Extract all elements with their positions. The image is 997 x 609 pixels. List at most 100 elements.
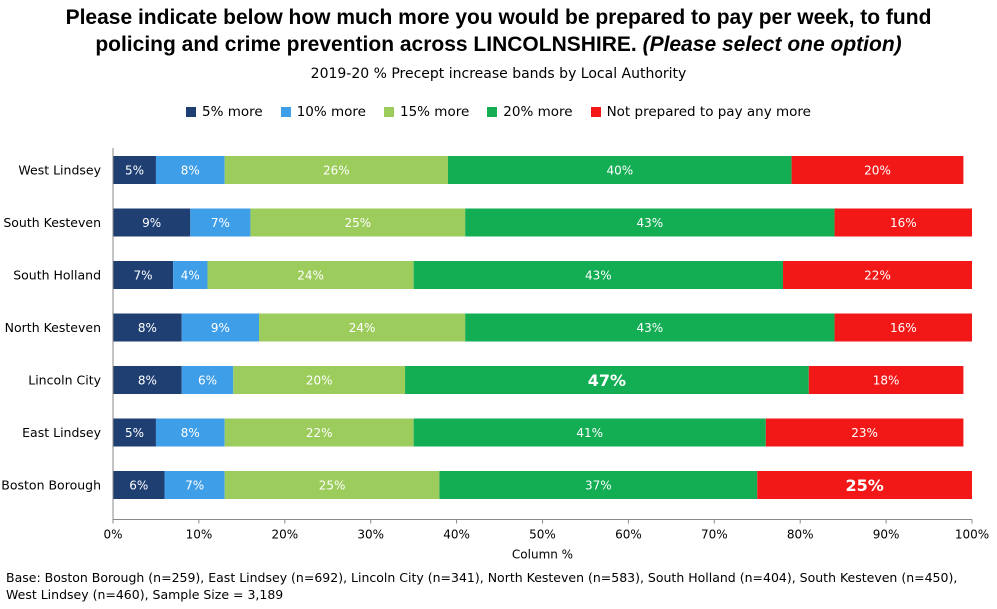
legend-label: 5% more — [202, 104, 263, 120]
x-tick-label: 40% — [443, 528, 470, 542]
bar-boston-borough-15-more — [224, 471, 440, 499]
bar-east-lindsey-10-more — [155, 418, 225, 447]
footnote-line-2: West Lindsey (n=460), Sample Size = 3,18… — [6, 587, 284, 602]
data-label-north-kesteven-15-more: 24% — [349, 321, 376, 335]
category-label-west-lindsey: West Lindsey — [18, 163, 101, 178]
base-footnote: Base: Boston Borough (n=259), East Linds… — [6, 569, 996, 603]
legend-item-5-more: 5% more — [186, 104, 263, 120]
x-tick-label: 90% — [873, 528, 900, 542]
legend-item-not-prepared-to-pay-any-more: Not prepared to pay any more — [590, 104, 811, 120]
data-label-lincoln-city-15-more: 20% — [306, 374, 333, 388]
bar-east-lindsey-20-more — [413, 418, 766, 447]
data-label-south-kesteven-15-more: 25% — [344, 216, 371, 230]
bar-north-kesteven-15-more — [259, 313, 466, 342]
data-label-south-holland-15-more: 24% — [297, 269, 324, 283]
data-label-north-kesteven-5-more: 8% — [138, 321, 157, 335]
data-label-boston-borough-20-more: 37% — [585, 479, 612, 493]
bar-east-lindsey-15-more — [224, 418, 414, 447]
bar-west-lindsey-15-more — [224, 156, 449, 184]
data-label-south-holland-not-prepared-to-pay-any-more: 22% — [864, 269, 891, 283]
bar-south-kesteven-10-more — [190, 208, 251, 237]
footnote-line-1: Base: Boston Borough (n=259), East Linds… — [6, 570, 958, 585]
bar-north-kesteven-5-more — [113, 313, 182, 342]
legend-label: 10% more — [296, 104, 366, 120]
category-label-south-kesteven: South Kesteven — [3, 215, 101, 230]
data-label-lincoln-city-not-prepared-to-pay-any-more: 18% — [873, 374, 900, 388]
bar-boston-borough-not-prepared-to-pay-any-more — [757, 471, 972, 499]
data-label-north-kesteven-not-prepared-to-pay-any-more: 16% — [890, 321, 917, 335]
data-label-east-lindsey-20-more: 41% — [576, 426, 603, 440]
title-line-2: policing and crime prevention across LIN… — [0, 31, 997, 58]
category-label-east-lindsey: East Lindsey — [22, 425, 101, 440]
legend-swatch — [384, 107, 394, 117]
stacked-bar-chart: West Lindsey 5% 8% 26% 40% 20% South Kesteven 9… — [1, 148, 989, 562]
data-label-south-holland-10-more: 4% — [181, 269, 200, 283]
data-label-east-lindsey-10-more: 8% — [181, 426, 200, 440]
category-label-lincoln-city: Lincoln City — [28, 373, 101, 388]
data-label-east-lindsey-15-more: 22% — [306, 426, 333, 440]
data-label-south-kesteven-20-more: 43% — [637, 216, 664, 230]
bar-west-lindsey-10-more — [155, 156, 225, 184]
data-label-lincoln-city-10-more: 6% — [198, 374, 217, 388]
bar-west-lindsey-5-more — [113, 156, 156, 184]
bar-south-kesteven-20-more — [465, 208, 835, 237]
bar-south-kesteven-not-prepared-to-pay-any-more — [834, 208, 972, 237]
bar-boston-borough-20-more — [439, 471, 758, 499]
bar-west-lindsey-not-prepared-to-pay-any-more — [791, 156, 964, 184]
bar-lincoln-city-15-more — [233, 366, 406, 394]
title-line-2-italic: (Please select one option) — [642, 33, 902, 56]
chart-subtitle: 2019-20 % Precept increase bands by Loca… — [310, 66, 687, 82]
x-tick-label: 20% — [271, 528, 298, 542]
bar-south-kesteven-5-more — [113, 208, 191, 237]
bar-south-holland-20-more — [413, 261, 784, 289]
legend-item-15-more: 15% more — [384, 104, 469, 120]
bar-north-kesteven-10-more — [181, 313, 260, 342]
data-label-south-kesteven-10-more: 7% — [211, 216, 230, 230]
data-label-west-lindsey-20-more: 40% — [606, 164, 633, 178]
title-line-1: Please indicate below how much more you … — [65, 6, 932, 29]
legend-swatch — [487, 107, 498, 117]
data-label-north-kesteven-10-more: 9% — [211, 321, 230, 335]
bar-lincoln-city-5-more — [113, 366, 182, 394]
data-label-boston-borough-10-more: 7% — [185, 479, 204, 493]
data-label-boston-borough-5-more: 6% — [129, 479, 148, 493]
data-label-west-lindsey-15-more: 26% — [323, 164, 350, 178]
bar-boston-borough-5-more — [113, 471, 165, 499]
data-label-south-kesteven-5-more: 9% — [142, 216, 161, 230]
bar-east-lindsey-5-more — [113, 418, 156, 447]
chart-legend: 5% more 10% more 15% more 20% more Not prepa… — [0, 104, 997, 120]
legend-item-20-more: 20% more — [487, 104, 573, 120]
bar-south-kesteven-15-more — [250, 208, 466, 237]
x-tick-label: 60% — [615, 528, 642, 542]
bar-south-holland-10-more — [173, 261, 208, 289]
bar-east-lindsey-not-prepared-to-pay-any-more — [765, 418, 964, 447]
x-tick-label: 50% — [529, 528, 556, 542]
data-label-south-holland-20-more: 43% — [585, 269, 612, 283]
data-label-lincoln-city-5-more: 8% — [138, 374, 157, 388]
x-axis-title: Column % — [512, 548, 573, 562]
legend-label: 15% more — [400, 104, 470, 120]
bar-south-holland-5-more — [113, 261, 174, 289]
legend-swatch — [186, 107, 197, 117]
legend-label: Not prepared to pay any more — [606, 104, 811, 120]
x-tick-label: 80% — [787, 528, 814, 542]
category-label-south-holland: South Holland — [13, 268, 101, 283]
chart-title: Please indicate below how much more you … — [0, 4, 997, 58]
x-tick-label: 0% — [103, 528, 122, 542]
bar-south-holland-15-more — [207, 261, 414, 289]
data-label-west-lindsey-10-more: 8% — [181, 164, 200, 178]
data-label-boston-borough-not-prepared-to-pay-any-more: 25% — [845, 476, 883, 495]
bar-lincoln-city-not-prepared-to-pay-any-more — [808, 366, 964, 394]
data-label-lincoln-city-20-more: 47% — [588, 371, 626, 390]
data-label-south-kesteven-not-prepared-to-pay-any-more: 16% — [890, 216, 917, 230]
x-tick-label: 10% — [186, 528, 213, 542]
legend-swatch — [280, 107, 291, 117]
data-label-east-lindsey-5-more: 5% — [125, 426, 144, 440]
title-line-2-main: policing and crime prevention across LIN… — [95, 33, 637, 56]
data-label-east-lindsey-not-prepared-to-pay-any-more: 23% — [851, 426, 878, 440]
data-label-south-holland-5-more: 7% — [134, 269, 153, 283]
legend-item-10-more: 10% more — [280, 104, 366, 120]
x-tick-label: 30% — [357, 528, 384, 542]
bar-north-kesteven-20-more — [465, 313, 835, 342]
data-label-west-lindsey-5-more: 5% — [125, 164, 144, 178]
